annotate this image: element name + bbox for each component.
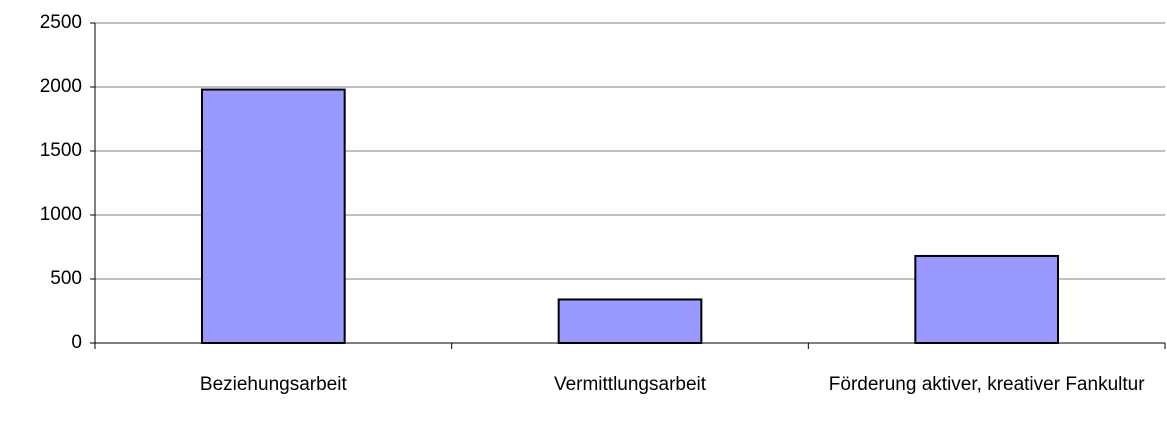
bar <box>557 298 703 345</box>
y-tick-label: 2000 <box>40 76 82 97</box>
x-tick-label: Beziehungsarbeit <box>199 374 347 395</box>
y-tick-label: 2500 <box>40 12 82 33</box>
x-tick-label: Vermittlungsarbeit <box>553 374 707 395</box>
y-tick-label: 500 <box>50 268 82 289</box>
y-tick-label: 1500 <box>40 140 82 161</box>
bar <box>914 254 1059 345</box>
y-tick-label: 1000 <box>40 204 82 225</box>
y-tick-label: 0 <box>71 332 82 353</box>
bar <box>201 88 346 344</box>
x-tick-label: Förderung aktiver, kreativer Fankultur <box>828 374 1145 395</box>
